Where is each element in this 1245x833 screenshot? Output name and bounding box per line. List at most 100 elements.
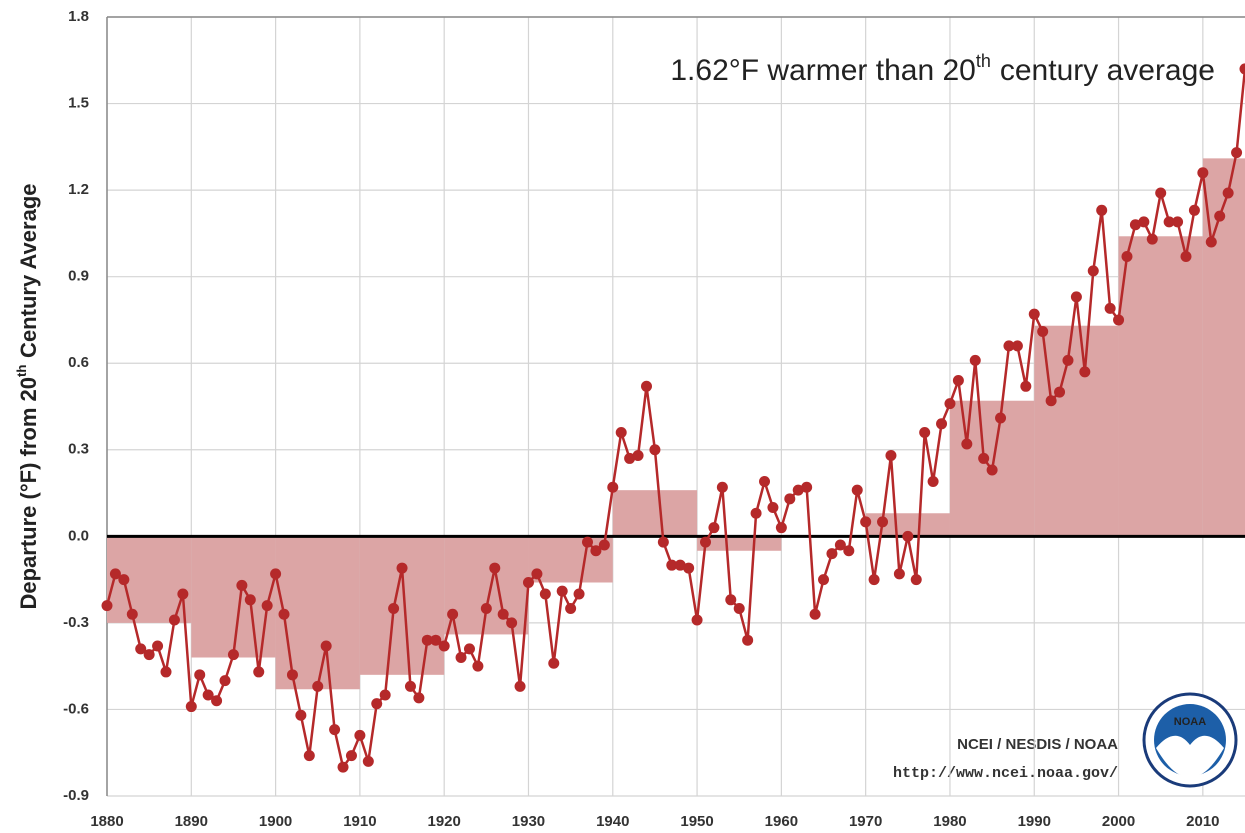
x-tick-label: 2000 bbox=[1102, 813, 1135, 830]
data-point bbox=[1163, 216, 1175, 228]
data-point bbox=[624, 452, 636, 464]
data-point bbox=[447, 608, 459, 620]
data-point bbox=[809, 608, 821, 620]
data-point bbox=[750, 507, 762, 519]
data-point bbox=[885, 450, 897, 462]
data-point bbox=[126, 608, 138, 620]
data-point bbox=[877, 516, 889, 528]
data-point bbox=[1003, 340, 1015, 352]
x-tick-label: 1910 bbox=[343, 813, 376, 830]
x-tick-label: 1890 bbox=[175, 813, 208, 830]
data-point bbox=[497, 608, 509, 620]
data-point bbox=[1239, 63, 1245, 75]
data-point bbox=[978, 452, 990, 464]
data-point bbox=[674, 559, 686, 571]
data-point bbox=[455, 652, 467, 664]
data-point bbox=[312, 680, 324, 692]
y-tick-label: -0.9 bbox=[63, 787, 89, 804]
annotation-part: 1.62°F warmer than 20 bbox=[670, 54, 975, 87]
x-tick-label: 1920 bbox=[427, 813, 460, 830]
data-point bbox=[607, 481, 619, 493]
data-point bbox=[219, 675, 231, 687]
data-point bbox=[1070, 291, 1082, 303]
data-point bbox=[700, 536, 712, 548]
data-point bbox=[691, 614, 703, 626]
data-point bbox=[632, 450, 644, 462]
data-point bbox=[919, 426, 931, 438]
data-point bbox=[1011, 340, 1023, 352]
y-tick-label: 0.6 bbox=[68, 354, 89, 371]
data-point bbox=[792, 484, 804, 496]
decade-bar bbox=[359, 536, 445, 675]
data-point bbox=[1188, 204, 1200, 216]
data-point bbox=[640, 380, 652, 392]
data-point bbox=[1062, 354, 1074, 366]
data-point bbox=[1205, 236, 1217, 248]
data-point bbox=[506, 617, 518, 629]
data-point bbox=[152, 640, 164, 652]
data-point bbox=[573, 588, 585, 600]
data-point bbox=[1138, 216, 1150, 228]
data-point bbox=[851, 484, 863, 496]
decade-bar bbox=[1118, 236, 1203, 537]
data-point bbox=[295, 709, 307, 721]
data-point bbox=[160, 666, 172, 678]
x-tick-label: 1930 bbox=[512, 813, 545, 830]
y-tick-label: -0.3 bbox=[63, 614, 89, 631]
data-point bbox=[1214, 210, 1226, 222]
data-point bbox=[565, 602, 577, 614]
decade-bar bbox=[612, 490, 698, 537]
x-tick-label: 1940 bbox=[596, 813, 629, 830]
data-point bbox=[868, 574, 880, 586]
data-point bbox=[531, 568, 543, 580]
data-point bbox=[860, 516, 872, 528]
data-point bbox=[388, 602, 400, 614]
decade-bar bbox=[528, 536, 613, 583]
data-point bbox=[1028, 308, 1040, 320]
data-point bbox=[952, 375, 964, 387]
decade-bar bbox=[1034, 325, 1119, 537]
y-axis-label-sup: th bbox=[14, 365, 29, 377]
data-point bbox=[1087, 265, 1099, 277]
data-point bbox=[1121, 250, 1133, 262]
data-point bbox=[759, 476, 771, 488]
data-point bbox=[725, 594, 737, 606]
data-point bbox=[320, 640, 332, 652]
data-point bbox=[801, 481, 813, 493]
x-tick-label: 1990 bbox=[1018, 813, 1051, 830]
data-point bbox=[1045, 395, 1057, 407]
data-point bbox=[1155, 187, 1167, 199]
data-point bbox=[893, 568, 905, 580]
x-tick-label: 1980 bbox=[933, 813, 966, 830]
x-tick-label: 1880 bbox=[90, 813, 123, 830]
data-point bbox=[590, 545, 602, 557]
data-point bbox=[227, 649, 239, 661]
data-point bbox=[329, 724, 341, 736]
data-point bbox=[902, 530, 914, 542]
y-axis-label-part: Century Average bbox=[16, 183, 41, 357]
data-point bbox=[489, 562, 501, 574]
data-point bbox=[101, 600, 113, 612]
data-point bbox=[767, 501, 779, 513]
data-point bbox=[1146, 233, 1158, 245]
data-point bbox=[278, 608, 290, 620]
decade-bar bbox=[444, 536, 529, 635]
data-point bbox=[818, 574, 830, 586]
data-point bbox=[539, 588, 551, 600]
data-point bbox=[303, 750, 315, 762]
y-tick-label: 1.2 bbox=[68, 181, 89, 198]
data-point bbox=[708, 522, 720, 534]
data-point bbox=[177, 588, 189, 600]
logo: NOAA bbox=[1142, 692, 1238, 788]
y-tick-label: 0.0 bbox=[68, 527, 89, 544]
annotation: 1.62°F warmer than 20th century average bbox=[670, 51, 1215, 87]
data-point bbox=[438, 640, 450, 652]
data-point bbox=[1104, 302, 1116, 314]
data-point bbox=[784, 493, 796, 505]
annotation-part: century average bbox=[1000, 54, 1215, 87]
data-point bbox=[143, 649, 155, 661]
x-tick-label: 2010 bbox=[1186, 813, 1219, 830]
data-point bbox=[1231, 147, 1243, 159]
data-point bbox=[733, 602, 745, 614]
y-tick-label: -0.6 bbox=[63, 700, 89, 717]
